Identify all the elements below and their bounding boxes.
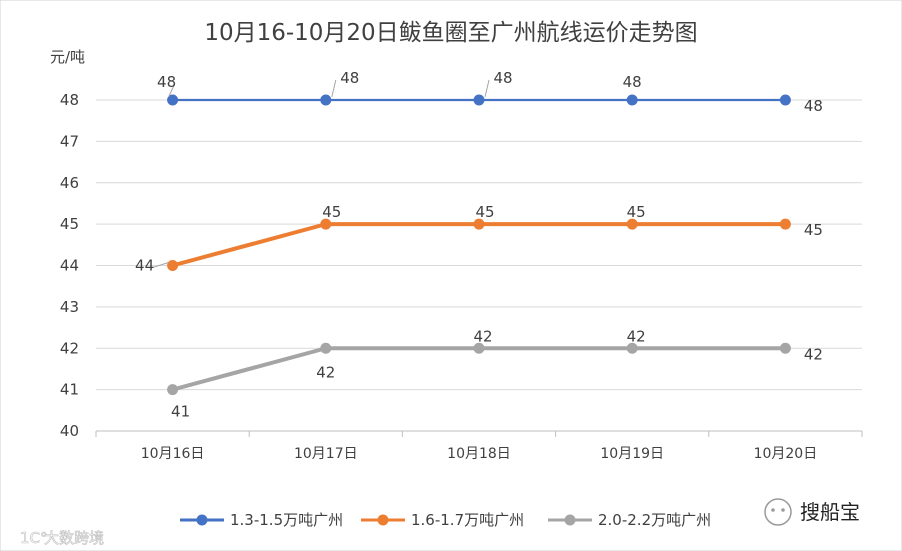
- data-point: [626, 218, 638, 230]
- data-point: [779, 94, 791, 106]
- label-leader-lines: [152, 79, 490, 268]
- data-point: [626, 342, 638, 354]
- legend: 1.3-1.5万吨广州 1.6-1.7万吨广州 2.0-2.2万吨广州: [180, 511, 711, 529]
- y-tick-label: 47: [60, 132, 79, 150]
- data-point: [779, 342, 791, 354]
- legend-swatch-marker: [564, 514, 576, 526]
- data-label: 48: [157, 73, 176, 91]
- y-tick-label: 40: [60, 422, 79, 440]
- data-label: 45: [322, 203, 341, 221]
- y-tick-label: 44: [60, 257, 79, 275]
- watermark-left-text: 大数跨境: [44, 529, 104, 547]
- data-label: 48: [340, 69, 359, 87]
- data-point: [167, 260, 179, 271]
- x-axis: 10月16日 10月17日 10月18日 10月19日 10月20日: [95, 431, 863, 462]
- data-point: [473, 218, 485, 230]
- data-label: 42: [804, 345, 823, 363]
- y-tick-label: 45: [60, 215, 79, 233]
- x-tick-label: 10月19日: [600, 446, 664, 462]
- data-label: 42: [473, 327, 492, 345]
- x-tick-label: 10月20日: [754, 446, 818, 462]
- data-point: [473, 342, 485, 354]
- wechat-icon: [764, 498, 792, 526]
- label-leader-line: [331, 79, 337, 98]
- y-axis-ticks: 40 41 42 43 44 45 46 47 48: [60, 91, 79, 440]
- legend-label: 1.3-1.5万吨广州: [230, 511, 343, 529]
- data-point: [320, 218, 332, 230]
- data-label: 48: [623, 73, 642, 91]
- legend-swatch-marker: [377, 514, 389, 526]
- data-point: [473, 94, 485, 106]
- x-tick-label: 10月18日: [447, 446, 511, 462]
- label-leader-line: [484, 79, 490, 98]
- data-point: [779, 218, 791, 230]
- legend-label: 2.0-2.2万吨广州: [598, 511, 711, 529]
- label-leader-line: [152, 262, 169, 268]
- data-labels: 48 48 48 48 48 44 45 45 45 45 41 42 42 42 42: [135, 69, 823, 421]
- data-label: 45: [475, 203, 494, 221]
- data-point: [167, 384, 179, 396]
- data-label: 45: [804, 221, 823, 239]
- watermark-left-logo: 1C°: [20, 529, 48, 547]
- watermark-right: 搜船宝: [764, 498, 860, 526]
- data-point: [626, 94, 638, 106]
- y-tick-label: 42: [60, 339, 79, 357]
- y-axis-label: 元/吨: [50, 48, 85, 66]
- data-label: 41: [171, 403, 190, 421]
- data-point: [320, 94, 332, 106]
- y-tick-label: 41: [60, 381, 79, 399]
- data-label: 42: [627, 327, 646, 345]
- y-tick-label: 43: [60, 298, 79, 316]
- data-label: 48: [804, 97, 823, 115]
- data-label: 42: [316, 363, 335, 381]
- chart-title: 10月16-10月20日鲅鱼圈至广州航线运价走势图: [204, 20, 697, 46]
- series-lines: [167, 94, 791, 396]
- x-tick-label: 10月16日: [141, 446, 205, 462]
- data-point: [167, 94, 179, 106]
- watermark-left: 1C° 大数跨境: [20, 529, 105, 548]
- label-leader-line: [168, 83, 176, 98]
- x-tick-label: 10月17日: [294, 446, 358, 462]
- wechat-icon-eye-left: [771, 508, 775, 512]
- wechat-icon-eye-right: [781, 508, 785, 512]
- watermark-right-text: 搜船宝: [800, 500, 860, 524]
- data-label: 48: [493, 69, 512, 87]
- data-point: [320, 342, 332, 354]
- y-tick-label: 48: [60, 91, 79, 109]
- legend-label: 1.6-1.7万吨广州: [411, 511, 524, 529]
- data-label: 45: [627, 203, 646, 221]
- data-label: 44: [135, 257, 154, 275]
- legend-swatch-marker: [196, 514, 208, 526]
- y-tick-label: 46: [60, 174, 79, 192]
